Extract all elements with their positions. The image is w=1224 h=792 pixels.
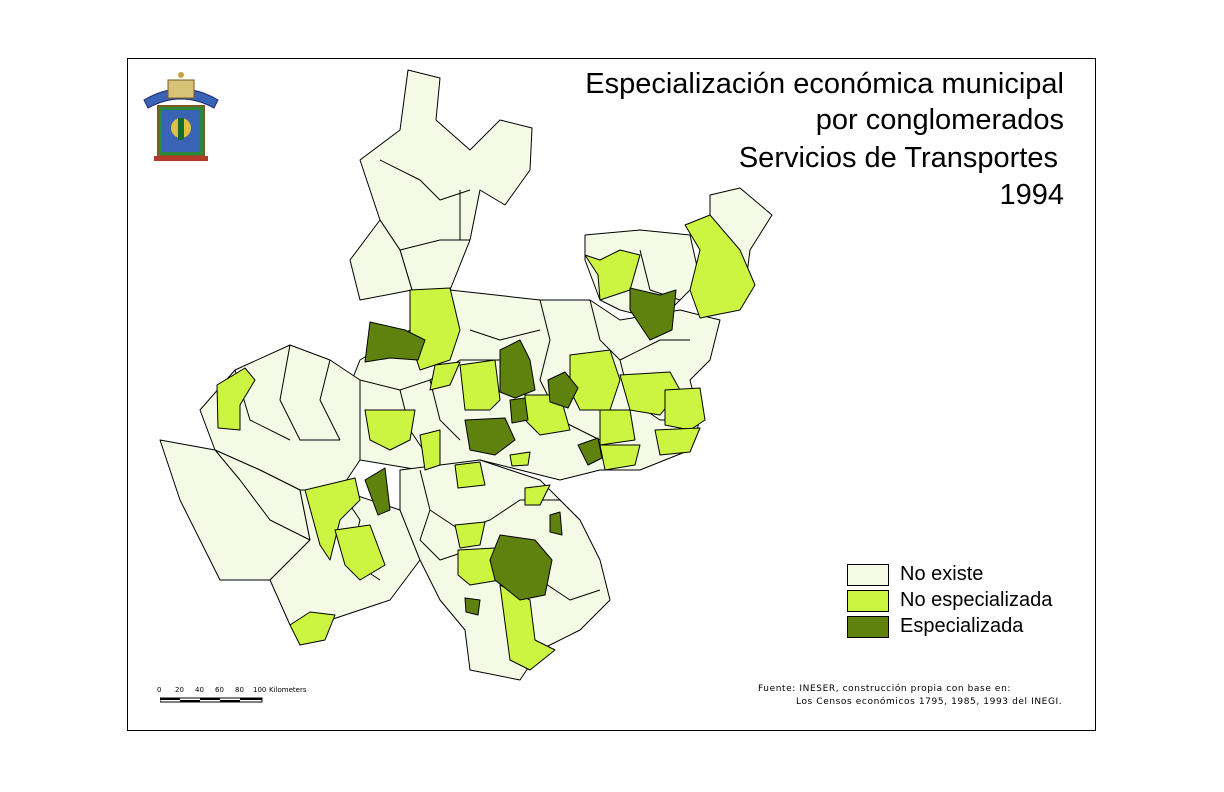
scale-tick-label: 40	[195, 686, 204, 694]
scale-tick-label: 60	[215, 686, 224, 694]
municipality	[419, 429, 441, 471]
municipality	[524, 484, 551, 506]
municipality	[664, 387, 706, 431]
university-seal-icon	[143, 72, 219, 161]
legend-swatch	[847, 564, 889, 586]
scale-bar-graphic	[160, 697, 263, 703]
municipality	[464, 597, 481, 616]
source-line-1: Fuente: INESER, construcción propia con …	[758, 684, 1012, 694]
municipality	[599, 409, 636, 446]
region-specialized	[364, 287, 677, 616]
municipality	[334, 524, 386, 581]
map-title-line-1: Especialización económica municipal	[585, 68, 1064, 100]
municipality	[364, 467, 391, 516]
municipality	[499, 584, 556, 671]
scale-unit-label: Kilometers	[269, 686, 307, 694]
municipality	[549, 511, 563, 536]
legend-swatch	[847, 616, 889, 638]
legend-swatch	[847, 590, 889, 612]
scale-tick-label: 0	[157, 686, 162, 694]
municipality	[349, 219, 413, 301]
municipality	[684, 214, 756, 319]
municipality	[489, 534, 553, 601]
municipality	[584, 249, 641, 301]
scale-tick-label: 80	[235, 686, 244, 694]
municipality	[364, 321, 426, 363]
municipality	[629, 287, 677, 341]
municipality	[459, 359, 501, 411]
municipality	[289, 611, 336, 646]
municipality	[499, 339, 536, 399]
scale-tick-label: 100	[253, 686, 267, 694]
municipality	[599, 444, 641, 471]
map-title-line-3: Servicios de Transportes	[738, 142, 1058, 174]
map-title-line-2: por conglomerados	[815, 104, 1064, 136]
legend-label: Especializada	[900, 615, 1024, 637]
legend-label: No especializada	[900, 589, 1053, 611]
source-note: Fuente: INESER, construcción propia con …	[758, 683, 1062, 709]
municipality	[547, 371, 579, 409]
municipality	[464, 417, 516, 456]
municipality	[457, 547, 501, 586]
municipality	[454, 461, 486, 489]
region-not-specialized	[216, 214, 756, 671]
municipality	[569, 349, 621, 411]
legend-label: No existe	[900, 563, 984, 585]
municipality	[509, 397, 529, 424]
municipality	[577, 437, 603, 466]
municipality	[654, 427, 701, 456]
municipality	[364, 409, 416, 451]
map-title-line-4: 1994	[999, 179, 1064, 211]
source-line-2: Los Censos económicos 1795, 1985, 1993 d…	[796, 697, 1063, 707]
scale-bar: 0 20 40 60 80 100 Kilometers	[157, 686, 317, 708]
municipality-map	[159, 69, 773, 681]
municipality	[509, 451, 531, 467]
scale-tick-label: 20	[175, 686, 184, 694]
municipality	[359, 69, 533, 291]
municipality	[454, 521, 486, 549]
municipality	[304, 477, 361, 561]
municipality	[216, 367, 256, 431]
municipality	[429, 361, 461, 391]
